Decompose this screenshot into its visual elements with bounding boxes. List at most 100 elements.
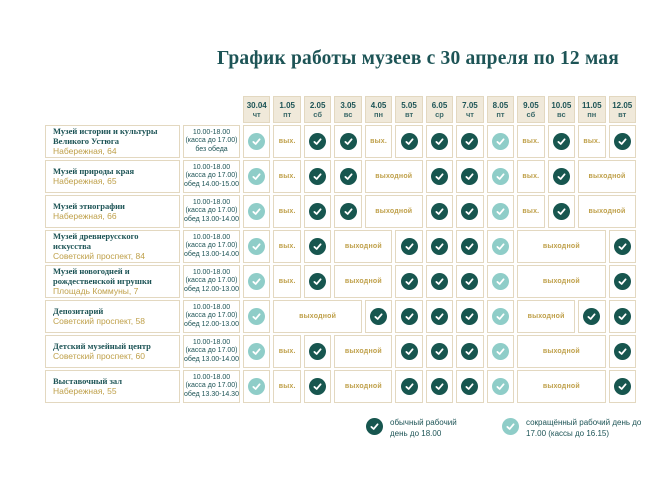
check-icon	[405, 383, 414, 390]
hours-line: обед 13.30-14.30	[184, 390, 239, 398]
short-day-check-icon	[502, 418, 519, 435]
short-day-check-icon	[491, 308, 509, 325]
date-label: 1.05	[279, 100, 295, 110]
short-day-check-icon	[248, 168, 266, 185]
schedule-cell	[395, 335, 423, 368]
regular-day-check-icon	[400, 308, 418, 325]
schedule-cell	[395, 300, 423, 333]
regular-day-check-icon	[430, 378, 448, 395]
regular-day-check-icon	[400, 238, 418, 255]
check-icon	[496, 173, 505, 180]
hours-line: обед 14.00-15.00	[184, 180, 239, 188]
schedule-cell	[486, 370, 515, 403]
day-off-label: вых.	[278, 138, 296, 145]
hours-line: 10.00-18.00	[192, 268, 231, 276]
schedule-cell	[608, 125, 636, 158]
hours-line: обед 12.00-13.00	[184, 285, 239, 293]
day-off-label: выходной	[344, 278, 382, 285]
legend-item-regular-day: обычный рабочий день до 18.00	[366, 418, 470, 439]
day-off-label: вых.	[278, 383, 296, 390]
check-icon	[496, 383, 505, 390]
date-header-cell: 9.05 сб	[517, 96, 545, 123]
weekday-label: чт	[465, 109, 474, 119]
date-label: 11.05	[582, 100, 602, 110]
day-off-label: выходной	[344, 243, 382, 250]
day-off-cell: вых.	[364, 125, 393, 158]
check-icon	[465, 208, 474, 215]
regular-day-check-icon	[613, 273, 631, 290]
schedule-cell	[243, 265, 271, 298]
check-icon	[344, 208, 353, 215]
header-spacer	[183, 96, 240, 123]
regular-day-check-icon	[430, 238, 448, 255]
schedule-cell	[243, 195, 271, 228]
museum-name: Детский музейный центр	[53, 340, 151, 351]
day-off-label: выходной	[344, 383, 382, 390]
date-label: 12.05	[612, 100, 633, 110]
check-icon	[313, 243, 322, 250]
regular-day-check-icon	[613, 133, 631, 150]
schedule-cell	[456, 195, 484, 228]
date-header-cell: 6.05 ср	[425, 96, 454, 123]
schedule-cell	[425, 370, 454, 403]
weekday-label: пт	[496, 109, 505, 119]
check-icon	[496, 313, 505, 320]
check-icon	[496, 208, 505, 215]
short-day-check-icon	[491, 378, 509, 395]
date-header-cell: 5.05 вт	[395, 96, 423, 123]
day-off-cell: вых.	[273, 125, 301, 158]
schedule-cell	[425, 265, 454, 298]
check-icon	[344, 138, 353, 145]
schedule-cell	[486, 160, 515, 193]
schedule-cell	[425, 125, 454, 158]
legend-label: сокращённый рабочий день до 17.00 (кассы…	[526, 418, 642, 438]
header-spacer	[45, 96, 180, 123]
regular-day-check-icon	[430, 273, 448, 290]
hours-line: (касса до 17.00)	[185, 277, 238, 285]
day-off-cell: вых.	[517, 160, 545, 193]
schedule-cell	[547, 125, 576, 158]
short-day-check-icon	[248, 343, 266, 360]
date-header-cell: 4.05 пн	[364, 96, 393, 123]
weekday-label: сб	[313, 109, 322, 119]
day-off-span-cell: выходной	[364, 195, 423, 228]
legend: обычный рабочий день до 18.00 сокращённы…	[366, 418, 658, 439]
hours-line: обед 12.00-13.00	[184, 320, 239, 328]
check-icon	[435, 278, 444, 285]
museum-name-cell: Выставочный зал Набережная, 55	[45, 370, 180, 403]
check-icon	[435, 383, 444, 390]
museum-name-cell: Музей новогодней и рождественской игрушк…	[45, 265, 180, 298]
day-off-label: вых.	[522, 173, 540, 180]
check-icon	[465, 348, 474, 355]
regular-day-check-icon	[430, 343, 448, 360]
schedule-cell	[243, 125, 271, 158]
museum-name: Музей природы края	[53, 165, 135, 176]
schedule-cell	[486, 265, 515, 298]
regular-day-check-icon	[552, 203, 570, 220]
museum-name-cell: Музей природы края Набережная, 65	[45, 160, 180, 193]
museum-name-cell: Депозитарий Советский проспект, 58	[45, 300, 180, 333]
legend-label: обычный рабочий день до 18.00	[390, 418, 457, 438]
hours-line: 10.00-18.00	[192, 373, 231, 381]
schedule-cell	[243, 300, 271, 333]
short-day-check-icon	[248, 308, 266, 325]
check-icon	[435, 243, 444, 250]
hours-line: (касса до 17.00)	[185, 382, 238, 390]
day-off-cell: вых.	[273, 335, 301, 368]
date-header-cell: 12.05 вт	[608, 96, 636, 123]
hours-line: 10.00-18.00	[192, 163, 231, 171]
date-label: 5.05	[401, 100, 417, 110]
check-icon	[313, 278, 322, 285]
day-off-label: выходной	[588, 208, 626, 215]
schedule-cell	[303, 195, 332, 228]
check-icon	[370, 423, 379, 430]
date-header-cell: 11.05 пн	[578, 96, 606, 123]
schedule-cell	[547, 160, 576, 193]
museum-address: Набережная, 66	[53, 211, 117, 222]
date-label: 9.05	[523, 100, 539, 110]
day-off-span-cell: выходной	[334, 230, 393, 263]
schedule-cell	[578, 300, 606, 333]
date-header-cell: 7.05 чт	[456, 96, 484, 123]
regular-day-check-icon	[461, 343, 479, 360]
check-icon	[405, 243, 414, 250]
